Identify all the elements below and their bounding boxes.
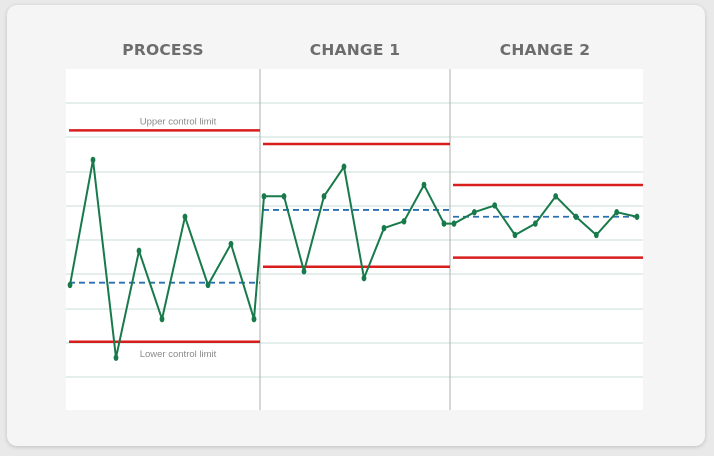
data-point-change-2-1 [471,209,477,216]
data-point-process-5 [182,213,188,220]
data-point-change-2-2 [492,202,498,209]
data-point-change-1-9 [441,220,447,227]
data-point-change-2-8 [614,209,620,216]
data-point-change-1-8 [421,181,427,189]
data-point-change-1-5 [361,274,367,282]
upper-control-limit-label: Upper control limit [140,116,217,127]
lower-control-limit-label: Lower control limit [140,349,217,360]
data-point-process-0 [67,281,73,289]
phase-title-change-2: CHANGE 2 [499,41,591,59]
data-point-change-2-9 [634,213,640,220]
data-point-change-2-5 [553,193,559,200]
phase-title-process: PROCESS [122,41,204,59]
data-point-process-1 [90,156,96,164]
data-point-change-1-1 [281,193,287,200]
data-point-change-2-6 [573,213,579,220]
data-point-change-1-0 [261,193,267,200]
data-point-process-8 [251,315,257,323]
data-point-change-2-7 [593,231,599,239]
data-point-change-1-4 [341,163,347,170]
data-point-change-1-7 [401,218,407,225]
data-point-change-1-3 [321,193,327,200]
data-point-process-7 [228,240,234,248]
data-point-process-2 [113,354,119,361]
data-point-process-6 [205,281,211,289]
data-point-change-2-0 [451,220,457,227]
data-point-change-2-3 [512,231,518,239]
data-point-process-3 [136,247,142,255]
data-point-change-2-4 [532,220,538,227]
phase-title-change-1: CHANGE 1 [309,41,401,59]
data-point-change-1-2 [301,268,307,275]
data-point-change-1-6 [381,224,387,232]
data-point-process-4 [159,315,165,323]
